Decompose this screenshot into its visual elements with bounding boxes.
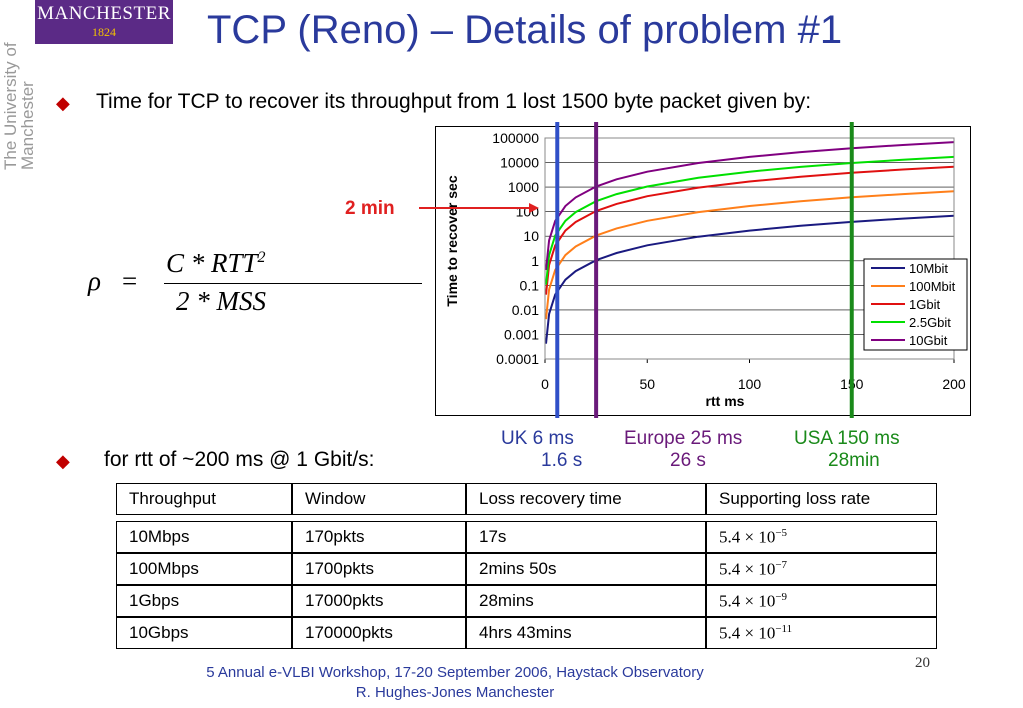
university-logo: MANCHESTER 1824	[35, 0, 173, 44]
formula-exponent: 2	[257, 249, 266, 266]
university-vertical-text: The University of Manchester	[1, 42, 37, 170]
footer-line-2: R. Hughes-Jones Manchester	[355, 684, 555, 701]
table-cell: 1Gbps	[116, 585, 292, 617]
legend-label: 10Mbit	[909, 261, 948, 276]
loss-rate-mantissa: 5.4 × 10	[719, 559, 776, 579]
location-uk: UK 6 ms 1.6 s	[501, 428, 582, 472]
y-axis-label: Time to recover sec	[444, 175, 460, 306]
table-header-cell: Throughput	[116, 483, 292, 515]
table-cell: 5.4 × 10−11	[706, 617, 937, 649]
y-tick-label: 0.001	[504, 326, 539, 342]
table-header-cell: Supporting loss rate	[706, 483, 937, 515]
footer-line-1: 5 Annual e-VLBI Workshop, 17-20 Septembe…	[206, 664, 704, 681]
table-header-cell: Window	[292, 483, 466, 515]
location-europe-time: 26 s	[670, 450, 706, 471]
loss-rate-mantissa: 5.4 × 10	[719, 591, 776, 611]
table-cell: 170000pkts	[292, 617, 466, 649]
table-cell: 17s	[466, 521, 706, 553]
diamond-bullet-icon: ◆	[56, 451, 70, 471]
x-tick-label: 0	[541, 376, 549, 392]
table-cell: 4hrs 43mins	[466, 617, 706, 649]
table-cell: 17000pkts	[292, 585, 466, 617]
formula-fraction-bar	[164, 283, 422, 284]
x-tick-label: 100	[738, 376, 762, 392]
table-cell: 28mins	[466, 585, 706, 617]
loss-rate-mantissa: 5.4 × 10	[719, 623, 776, 643]
location-europe: Europe 25 ms 26 s	[624, 428, 742, 472]
table-cell: 5.4 × 10−5	[706, 521, 937, 553]
loss-rate-exponent: −9	[775, 590, 788, 603]
two-min-annotation: 2 min	[345, 198, 395, 219]
location-uk-time: 1.6 s	[541, 450, 583, 471]
table-cell: 2mins 50s	[466, 553, 706, 585]
footer: 5 Annual e-VLBI Workshop, 17-20 Septembe…	[130, 663, 780, 703]
table-cell: 10Gbps	[116, 617, 292, 649]
plot-area-border	[544, 137, 955, 360]
loss-rate-exponent: −7	[775, 558, 788, 571]
y-tick-label: 0.0001	[496, 351, 539, 367]
location-usa: USA 150 ms 28min	[794, 428, 900, 472]
formula-numerator-text: C * RTT	[166, 248, 258, 278]
table-row: 10Gbps 170000pkts 4hrs 43mins 5.4 × 10−1…	[116, 617, 937, 649]
location-europe-label: Europe 25 ms	[624, 428, 743, 449]
loss-rate-mantissa: 5.4 × 10	[719, 527, 776, 547]
diamond-bullet-icon: ◆	[56, 93, 70, 113]
y-tick-label: 10	[523, 228, 539, 244]
y-tick-label: 0.01	[512, 302, 539, 318]
legend-label: 1Gbit	[909, 297, 940, 312]
slide-title: TCP (Reno) – Details of problem #1	[207, 8, 843, 52]
table-cell: 100Mbps	[116, 553, 292, 585]
legend-label: 2.5Gbit	[909, 315, 951, 330]
page-number: 20	[915, 655, 930, 671]
bullet-text-rtt: for rtt of ~200 ms @ 1 Gbit/s:	[104, 448, 375, 471]
logo-year: 1824	[92, 25, 116, 39]
loss-rate-exponent: −5	[775, 526, 788, 539]
formula-equals: =	[122, 266, 138, 296]
logo-name: MANCHESTER	[37, 3, 171, 24]
location-usa-label: USA 150 ms	[794, 428, 900, 449]
y-tick-label: 10000	[500, 155, 539, 171]
table-row: 1Gbps 17000pkts 28mins 5.4 × 10−9	[116, 585, 937, 617]
table-cell: 10Mbps	[116, 521, 292, 553]
legend-label: 100Mbit	[909, 279, 956, 294]
x-tick-label: 150	[840, 376, 864, 392]
recovery-time-chart: 100000 10000 1000 100 10 1 0.1 0.01 0.001 0.0001 …	[435, 126, 971, 416]
x-axis-label: rtt ms	[706, 393, 745, 409]
table-row: 10Mbps 170pkts 17s 5.4 × 10−5	[116, 521, 937, 553]
table-cell: 5.4 × 10−9	[706, 585, 937, 617]
formula-denominator: 2 * MSS	[176, 286, 266, 316]
formula-rho: ρ	[88, 266, 101, 296]
bullet-text-recovery: Time for TCP to recover its throughput f…	[96, 90, 812, 113]
table-row: 100Mbps 1700pkts 2mins 50s 5.4 × 10−7	[116, 553, 937, 585]
loss-rate-exponent: −11	[775, 622, 793, 635]
annotation-arrow	[419, 203, 539, 213]
table-header-row: Throughput Window Loss recovery time Sup…	[116, 483, 937, 515]
x-tick-label: 50	[639, 376, 655, 392]
location-usa-time: 28min	[828, 450, 880, 471]
chart-legend: 10Mbit 100Mbit 1Gbit 2.5Gbit 10Gbit	[863, 258, 968, 351]
x-tick-label: 200	[942, 376, 966, 392]
chart-svg: 1000001000010001001010.10.010.0010.0001 …	[435, 126, 971, 416]
legend-label: 10Gbit	[909, 333, 948, 348]
formula-numerator: C * RTT2	[166, 248, 266, 279]
y-tick-label: 1000	[508, 179, 539, 195]
y-tick-label: 100000	[492, 130, 539, 146]
table-header-cell: Loss recovery time	[466, 483, 706, 515]
location-uk-label: UK 6 ms	[501, 428, 574, 449]
loss-table: Throughput Window Loss recovery time Sup…	[116, 483, 937, 649]
y-tick-label: 1	[531, 253, 539, 269]
table-cell: 1700pkts	[292, 553, 466, 585]
table-cell: 5.4 × 10−7	[706, 553, 937, 585]
y-tick-label: 0.1	[520, 277, 540, 293]
table-cell: 170pkts	[292, 521, 466, 553]
